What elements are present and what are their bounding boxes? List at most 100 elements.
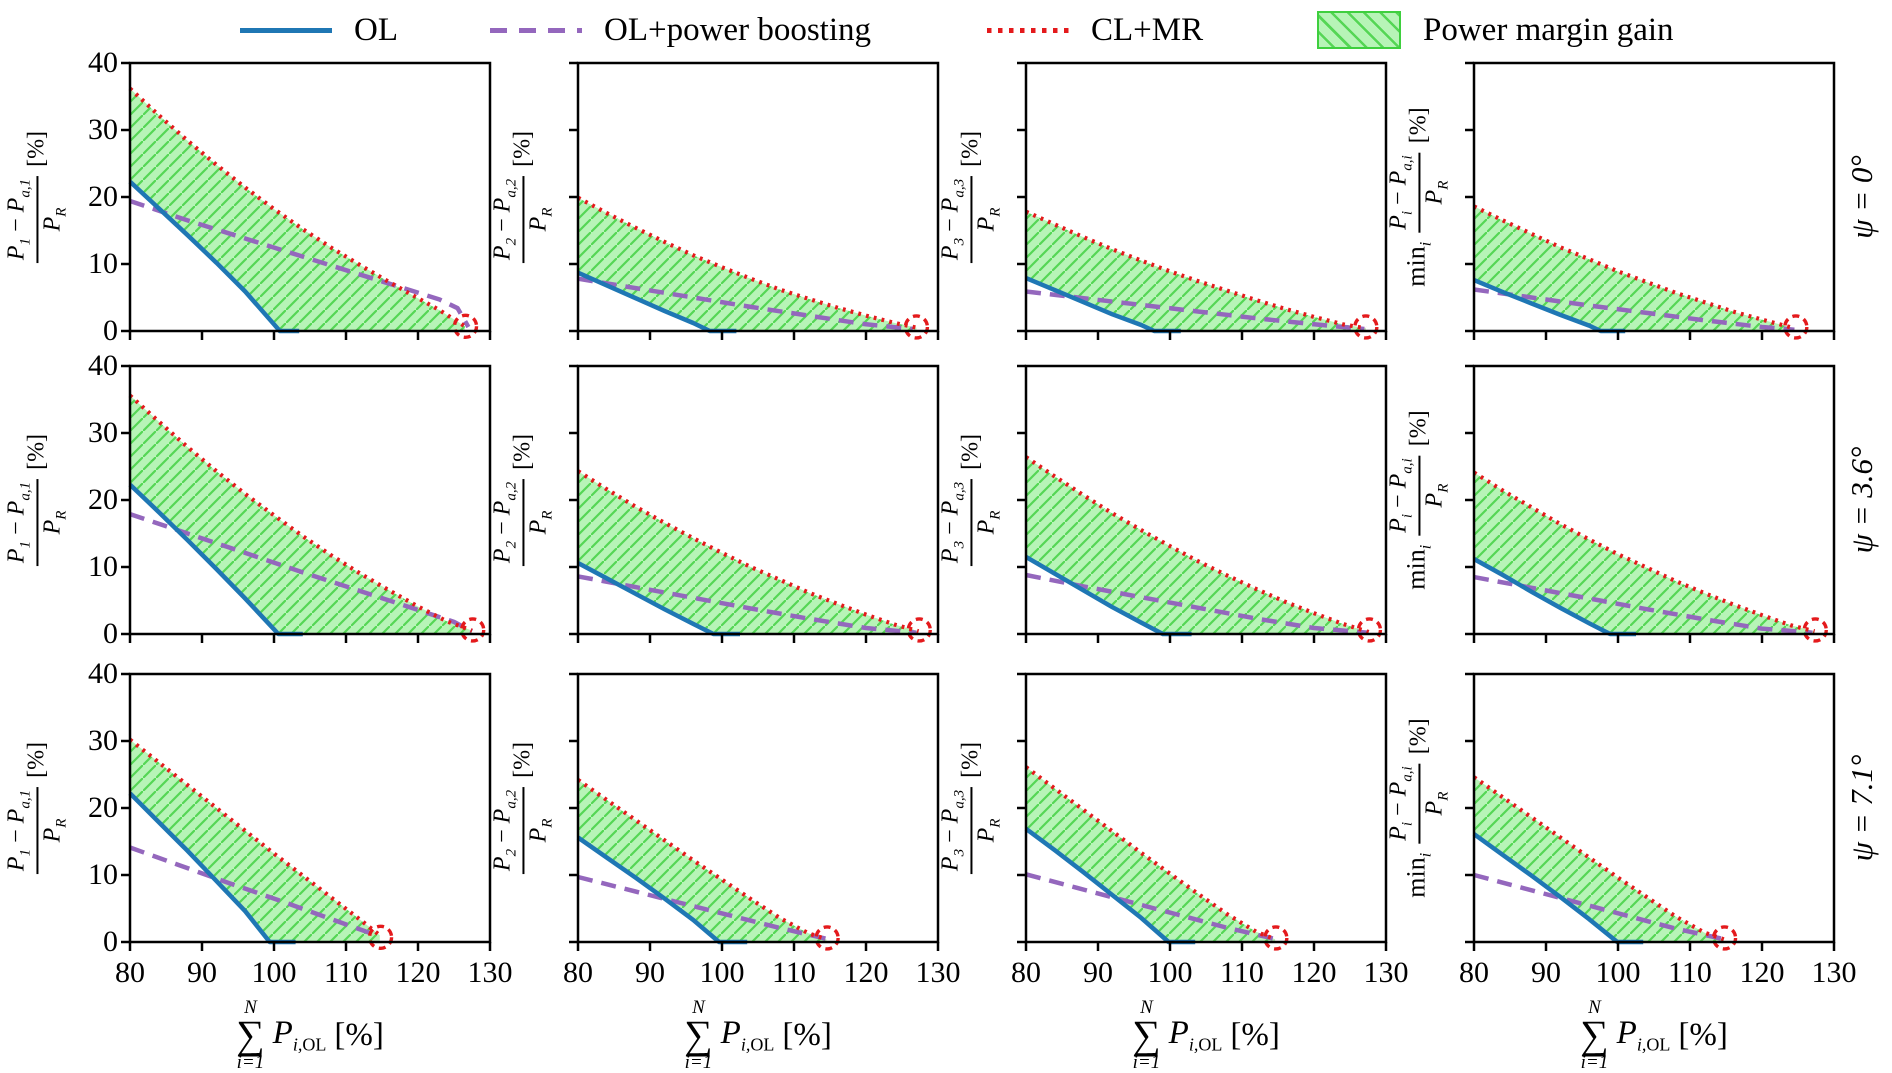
xtick-label: 90	[1083, 956, 1113, 989]
subplot-r3c3	[1017, 672, 1388, 951]
legend-label: OL	[354, 12, 398, 48]
ytick-label: 10	[88, 858, 118, 891]
legend-label: OL+power boosting	[604, 12, 871, 48]
plot-area	[569, 672, 940, 951]
axes-spines	[1472, 61, 1836, 333]
fraction-denominator: PR	[525, 510, 555, 535]
plot-area	[1465, 61, 1836, 340]
xtick-label: 130	[915, 956, 961, 989]
ytick-label: 0	[103, 925, 118, 958]
legend-item-ol: OL	[240, 6, 398, 54]
ytick-label: 0	[103, 617, 118, 650]
fraction-numerator: P2 − Pa,2	[489, 175, 524, 264]
percent-unit: [%]	[509, 741, 536, 778]
fraction: P2 − Pa,2 PR	[489, 478, 555, 567]
y-axis-label-content: P2 − Pa,2 PR [%]	[489, 130, 555, 264]
endpoint-circle-icon	[452, 313, 479, 340]
min-operator: mini	[1401, 544, 1436, 590]
fraction-denominator: PR	[973, 207, 1003, 232]
xtick-label: 120	[843, 956, 889, 989]
subplot-r1c4	[1465, 61, 1836, 340]
xtick-label: 90	[635, 956, 665, 989]
cl-mr-line	[577, 195, 917, 330]
ytick-label: 30	[88, 724, 118, 757]
ytick-label: 10	[88, 550, 118, 583]
percent-unit: [%]	[782, 1016, 832, 1053]
y-axis-label: P3 − Pa,3 PR [%]	[937, 131, 1003, 264]
subplot-r1c2	[569, 61, 940, 340]
xtick-label: 110	[1668, 956, 1712, 989]
summation-symbol: N ∑ i=1	[236, 998, 265, 1072]
cl-mr-line	[128, 738, 382, 937]
fraction: P1 − Pa,1 PR	[3, 786, 69, 875]
percent-unit: [%]	[23, 741, 50, 778]
fraction-numerator: P3 − Pa,3	[937, 478, 972, 567]
ytick-label: 40	[88, 46, 118, 79]
power-margin-gain-area	[1474, 206, 1795, 331]
x-axis-label-content: N ∑ i=1 Pi,OL [%]	[1580, 998, 1728, 1072]
summation-symbol: N ∑ i=1	[1580, 998, 1609, 1072]
percent-unit: [%]	[23, 130, 50, 167]
fraction-numerator: P3 − Pa,3	[937, 175, 972, 264]
y-axis-label: P3 − Pa,3 PR [%]	[937, 741, 1003, 875]
percent-unit: [%]	[1405, 718, 1432, 755]
fraction-numerator: Pi − Pa,i	[1385, 455, 1420, 536]
ytick-label: 10	[88, 247, 118, 280]
fraction-denominator: PR	[1421, 180, 1451, 205]
cl-mr-line	[1024, 765, 1276, 942]
x-axis-label: N ∑ i=1 Pi,OL [%]	[236, 998, 384, 1072]
axes-spines	[128, 364, 492, 636]
plot-area	[1017, 61, 1388, 340]
axes-spines	[1024, 364, 1388, 636]
ol-power-boosting-line	[1025, 289, 1365, 332]
y-axis-label-content: mini Pi − Pa,i PR [%]	[1385, 718, 1451, 897]
fraction-denominator: PR	[39, 818, 69, 843]
axes-spines	[1024, 672, 1388, 944]
summed-variable: Pi,OL	[272, 1014, 327, 1055]
fraction-numerator: P1 − Pa,1	[3, 175, 38, 264]
ytick-label: 0	[103, 314, 118, 347]
plot-area	[121, 672, 492, 951]
power-margin-gain-area	[578, 197, 917, 331]
percent-unit: [%]	[509, 130, 536, 167]
sum-upper-limit: N	[244, 997, 257, 1018]
plot-area	[1017, 364, 1388, 643]
sigma-icon: ∑	[1132, 1012, 1161, 1057]
y-axis-label-content: P3 − Pa,3 PR [%]	[937, 131, 1003, 264]
power-margin-gain-area	[130, 88, 465, 331]
xtick-label: 80	[1011, 956, 1041, 989]
xtick-label: 100	[251, 956, 297, 989]
fraction: Pi − Pa,i PR	[1385, 455, 1451, 536]
percent-unit: [%]	[1230, 1016, 1280, 1053]
legend-item-ol-power-boosting: OL+power boosting	[490, 6, 871, 54]
y-axis-label: P1 − Pa,1 PR [%]	[3, 741, 69, 875]
xtick-label: 130	[1363, 956, 1409, 989]
cl-mr-line	[576, 469, 920, 634]
x-axis-label-content: N ∑ i=1 Pi,OL [%]	[236, 998, 384, 1072]
ol-power-boosting-line	[577, 574, 917, 635]
percent-unit: [%]	[1678, 1016, 1728, 1053]
y-axis-label-content: mini Pi − Pa,i PR [%]	[1385, 107, 1451, 286]
x-axis-label: N ∑ i=1 Pi,OL [%]	[684, 998, 832, 1072]
fraction-denominator: PR	[525, 207, 555, 232]
y-axis-label: P2 − Pa,2 PR [%]	[489, 130, 555, 264]
plot-area	[1465, 672, 1836, 951]
xtick-label: 90	[187, 956, 217, 989]
axes-spines	[1472, 672, 1836, 944]
axes-spines	[128, 672, 492, 944]
ytick-label: 20	[88, 791, 118, 824]
percent-unit: [%]	[957, 741, 984, 778]
xtick-label: 120	[395, 956, 441, 989]
row-label-psi: ψ = 7.1°	[1844, 754, 1879, 862]
fraction-denominator: PR	[1421, 483, 1451, 508]
y-axis-label: P2 − Pa,2 PR [%]	[489, 434, 555, 567]
row-label-psi: ψ = 3.6°	[1844, 446, 1879, 554]
ol-power-boosting-line	[129, 198, 471, 329]
fraction-denominator: PR	[39, 207, 69, 232]
xtick-label: 130	[1811, 956, 1857, 989]
ol-power-boosting-line	[577, 874, 830, 942]
endpoint-circle-icon	[1783, 314, 1809, 340]
legend-item-power-margin-gain: Power margin gain	[1317, 6, 1674, 54]
legend-label: Power margin gain	[1423, 12, 1674, 48]
